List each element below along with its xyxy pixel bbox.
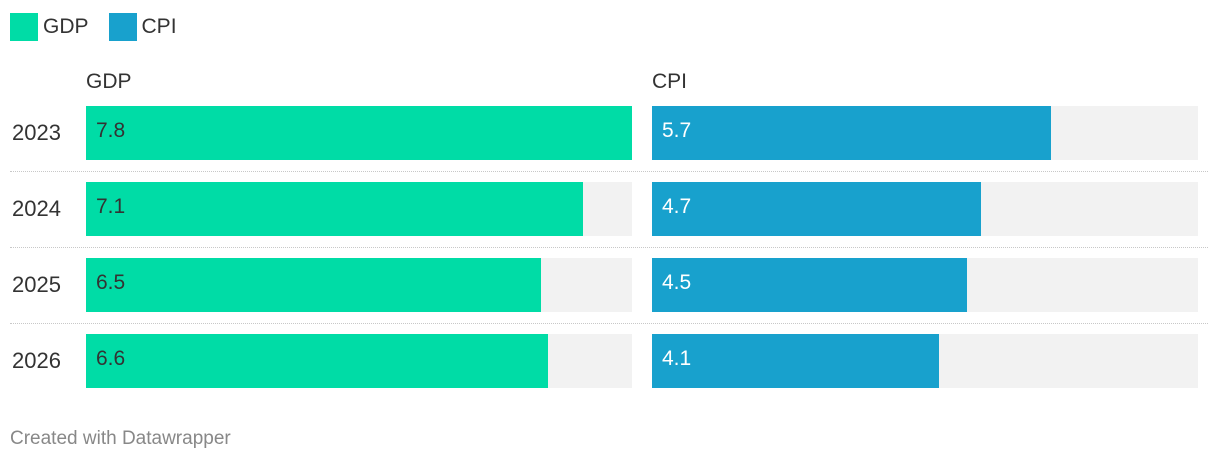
bar-cpi-2026 <box>652 334 939 388</box>
legend: GDP CPI <box>10 12 197 42</box>
legend-swatch-cpi <box>108 13 137 41</box>
bar-cpi-2024 <box>652 182 981 236</box>
row-separator <box>10 247 1208 248</box>
row-label-2026: 2026 <box>12 348 61 373</box>
legend-swatch-gdp <box>10 13 38 41</box>
chart-area: GDP CPI 2023 7.8 5.7 2024 7.1 4.7 2025 6.5 4.5 20… <box>0 60 1220 400</box>
bar-value-gdp-2025: 6.5 <box>96 271 126 294</box>
bar-value-cpi-2026: 4.1 <box>662 347 692 370</box>
legend-label-cpi: CPI <box>141 15 177 38</box>
legend-label-gdp: GDP <box>43 15 89 38</box>
bar-value-gdp-2026: 6.6 <box>96 347 126 370</box>
footer-credit: Created with Datawrapper <box>10 428 231 449</box>
row-separator <box>10 171 1208 172</box>
bar-gdp-2023 <box>86 106 632 160</box>
panel-title-gdp: GDP <box>86 70 132 93</box>
panel-title-cpi: CPI <box>652 70 688 93</box>
bar-cpi-2023 <box>652 106 1051 160</box>
row-label-2025: 2025 <box>12 272 61 297</box>
row-label-2023: 2023 <box>12 120 61 145</box>
bar-cpi-2025 <box>652 258 967 312</box>
legend-item-gdp: GDP <box>10 13 89 41</box>
bar-value-cpi-2023: 5.7 <box>662 119 692 142</box>
bar-value-cpi-2025: 4.5 <box>662 271 692 294</box>
bar-gdp-2024 <box>86 182 583 236</box>
bar-value-cpi-2024: 4.7 <box>662 195 692 218</box>
bar-gdp-2025 <box>86 258 541 312</box>
row-label-2024: 2024 <box>12 196 61 221</box>
legend-item-cpi: CPI <box>108 13 177 41</box>
bar-value-gdp-2023: 7.8 <box>96 119 126 142</box>
row-separator <box>10 323 1208 324</box>
bar-gdp-2026 <box>86 334 548 388</box>
bar-value-gdp-2024: 7.1 <box>96 195 126 218</box>
